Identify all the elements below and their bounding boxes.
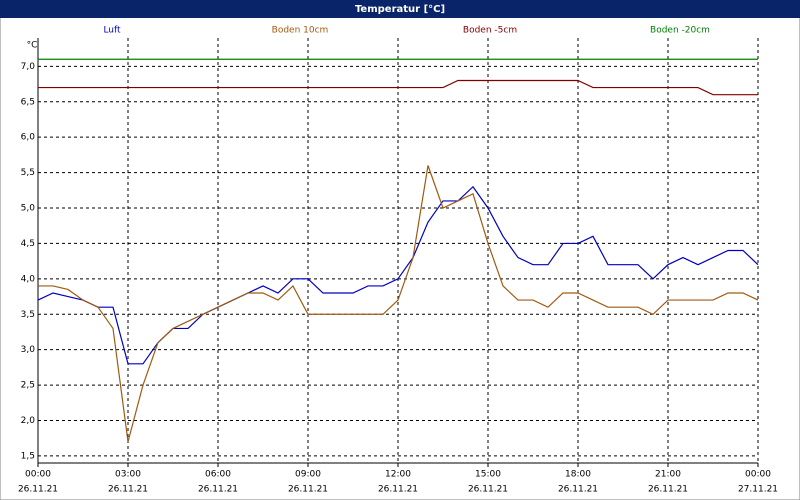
x-tick-label: 00:00 (25, 470, 51, 480)
y-tick-label: 5,0 (21, 204, 36, 214)
x-tick-date: 26.11.21 (378, 485, 418, 495)
y-tick-label: 5,5 (21, 168, 35, 178)
x-tick-date: 26.11.21 (108, 485, 148, 495)
y-tick-label: 6,5 (21, 97, 35, 107)
x-tick-label: 00:00 (745, 470, 771, 480)
legend-entry: Boden -20cm (650, 26, 710, 36)
chart-title: Temperatur [°C] (355, 4, 445, 15)
x-tick-label: 06:00 (205, 470, 231, 480)
x-tick-date: 26.11.21 (288, 485, 328, 495)
y-tick-label: 2,0 (21, 416, 36, 426)
y-tick-label: 6,0 (21, 133, 36, 143)
y-tick-label: 2,5 (21, 381, 35, 391)
legend-entry: Boden -5cm (463, 26, 517, 36)
x-tick-label: 03:00 (115, 470, 141, 480)
x-tick-label: 15:00 (475, 470, 501, 480)
x-tick-label: 21:00 (655, 470, 681, 480)
y-tick-label: 1,5 (21, 451, 35, 461)
x-tick-date: 26.11.21 (558, 485, 598, 495)
x-tick-date: 26.11.21 (648, 485, 688, 495)
x-tick-date: 26.11.21 (18, 485, 58, 495)
x-tick-date: 27.11.21 (738, 485, 778, 495)
legend-entry: Luft (103, 26, 121, 36)
y-tick-label: 3,0 (21, 345, 36, 355)
y-axis-label: °C (27, 41, 38, 51)
data-line (38, 165, 759, 442)
x-tick-label: 09:00 (295, 470, 321, 480)
x-tick-label: 12:00 (385, 470, 411, 480)
x-tick-date: 26.11.21 (198, 485, 238, 495)
title-bar (0, 0, 800, 18)
x-tick-date: 26.11.21 (468, 485, 508, 495)
y-tick-label: 3,5 (21, 310, 35, 320)
y-tick-label: 7,0 (21, 62, 36, 72)
y-tick-label: 4,5 (21, 239, 35, 249)
data-line (38, 79, 758, 96)
y-tick-label: 4,0 (21, 274, 36, 284)
x-tick-label: 18:00 (565, 470, 591, 480)
legend-entry: Boden 10cm (272, 26, 329, 36)
